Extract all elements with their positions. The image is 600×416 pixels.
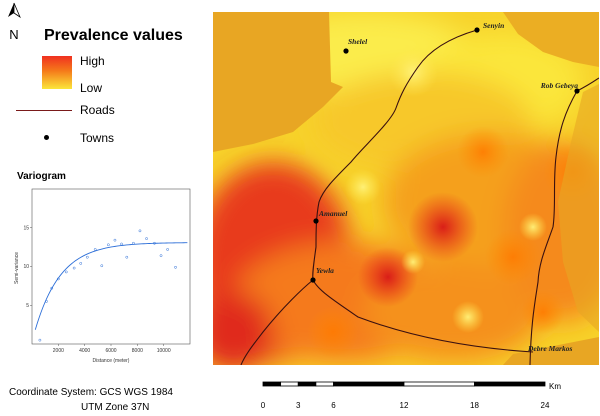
variogram-model-curve bbox=[34, 242, 188, 330]
variogram-point bbox=[159, 254, 163, 258]
variogram-point bbox=[138, 229, 142, 233]
y-tick-label: 5 bbox=[26, 303, 29, 309]
variogram-title: Variogram bbox=[17, 171, 66, 182]
town-label: Yewla bbox=[316, 266, 334, 275]
x-tick-label: 2000 bbox=[53, 348, 64, 354]
scale-segment bbox=[403, 381, 475, 387]
variogram-point bbox=[50, 286, 54, 290]
variogram-point bbox=[100, 264, 104, 268]
scale-label: 6 bbox=[331, 401, 336, 410]
variogram-point bbox=[125, 255, 129, 259]
legend-title: Prevalence values bbox=[44, 27, 183, 44]
x-tick-label: 8000 bbox=[132, 348, 143, 354]
legend-road-symbol bbox=[16, 110, 72, 111]
variogram-point bbox=[174, 265, 177, 269]
variogram-point bbox=[113, 238, 117, 242]
outside-area-bottom-right bbox=[503, 337, 599, 365]
legend-low-label: Low bbox=[80, 81, 103, 95]
projection-label: UTM Zone 37N bbox=[81, 402, 150, 413]
legend-high-label: High bbox=[80, 54, 105, 68]
town-marker bbox=[574, 88, 580, 94]
town-marker bbox=[343, 48, 349, 54]
variogram-point bbox=[93, 248, 97, 251]
scale-segment bbox=[262, 381, 282, 387]
scale-segment bbox=[333, 381, 405, 387]
outside-area-top-left bbox=[213, 12, 343, 152]
variogram-point bbox=[120, 242, 123, 246]
variogram-point bbox=[72, 266, 76, 270]
variogram-point bbox=[166, 248, 169, 251]
scale-label: 24 bbox=[541, 401, 550, 410]
variogram-point bbox=[145, 237, 148, 240]
variogram-point bbox=[132, 241, 135, 245]
north-arrow-icon: N bbox=[8, 2, 21, 42]
town-label: Debre Markos bbox=[527, 344, 572, 353]
scale-label: 12 bbox=[400, 401, 409, 410]
scale-segment bbox=[297, 381, 317, 387]
scale-label: 3 bbox=[296, 401, 301, 410]
variogram-point bbox=[85, 255, 89, 259]
town-marker bbox=[310, 277, 316, 283]
north-letter: N bbox=[9, 27, 18, 42]
legend-towns-label: Towns bbox=[80, 131, 115, 145]
town-label: Rob Gebeya bbox=[540, 81, 579, 90]
outside-area-right bbox=[558, 84, 599, 332]
scale-bar: 0 3 6 12 18 24 Km bbox=[261, 381, 561, 410]
scale-segment bbox=[315, 381, 334, 387]
outside-area-top-right bbox=[503, 12, 599, 67]
y-tick-label: 10 bbox=[23, 264, 29, 270]
variogram-point bbox=[64, 270, 68, 274]
x-tick-label: 10000 bbox=[157, 348, 171, 354]
town-label: Senyin bbox=[483, 21, 504, 30]
variogram-plot: 5 10 15 2000 4000 6000 8000 10000 Semi-varianc… bbox=[14, 188, 191, 364]
legend-town-symbol bbox=[44, 135, 49, 140]
town-label: Amanuel bbox=[318, 209, 348, 218]
variogram-point bbox=[107, 243, 110, 247]
town-marker bbox=[474, 27, 480, 33]
variogram-ylabel: Semi-variance bbox=[14, 252, 20, 284]
variogram-point bbox=[38, 338, 42, 342]
x-tick-label: 6000 bbox=[105, 348, 116, 354]
prevalence-map: Senyin Shelel Rob Gebeya Amanuel Yewla Debre … bbox=[213, 12, 599, 365]
variogram-point bbox=[153, 241, 156, 245]
town-label: Shelel bbox=[348, 37, 368, 46]
road bbox=[240, 279, 314, 365]
variogram-point bbox=[79, 262, 83, 265]
scale-segment bbox=[474, 381, 546, 387]
road bbox=[312, 29, 534, 353]
town-marker bbox=[313, 218, 319, 224]
scale-segment bbox=[280, 381, 299, 387]
scale-label: 0 bbox=[261, 401, 266, 410]
variogram-xlabel: Distance (meter) bbox=[93, 358, 130, 364]
road bbox=[529, 90, 578, 365]
scale-unit: Km bbox=[549, 382, 561, 391]
scale-label: 18 bbox=[470, 401, 479, 410]
legend-roads-label: Roads bbox=[80, 103, 115, 117]
coordinate-system-label: Coordinate System: GCS WGS 1984 bbox=[9, 387, 173, 398]
x-tick-label: 4000 bbox=[79, 348, 90, 354]
variogram-point bbox=[45, 300, 48, 303]
variogram-point bbox=[56, 277, 60, 281]
y-tick-label: 15 bbox=[23, 225, 29, 231]
legend-color-ramp bbox=[42, 56, 72, 89]
